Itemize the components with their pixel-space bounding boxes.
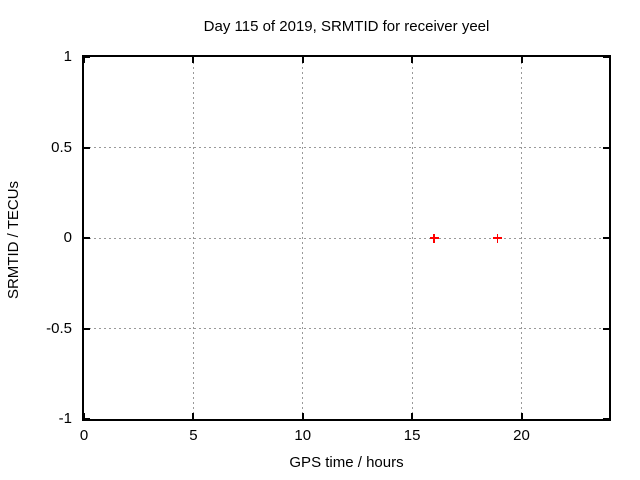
y-tick (603, 56, 609, 58)
y-tick-label: 0.5 (51, 138, 72, 156)
y-tick (84, 327, 90, 330)
y-tick (84, 418, 90, 420)
x-tick-label: 20 (513, 427, 530, 444)
y-tick-label: -1 (58, 410, 72, 427)
y-tick (603, 237, 609, 239)
x-tick-label: 5 (189, 427, 198, 444)
marker-vertical-bar (433, 233, 435, 243)
x-tick (192, 413, 195, 419)
y-gridline (84, 237, 609, 239)
y-tick-label: 0 (63, 229, 72, 246)
y-tick (603, 418, 609, 420)
y-tick (84, 237, 90, 239)
x-tick (520, 413, 523, 419)
data-point-marker (492, 233, 502, 243)
y-gridline (84, 147, 609, 148)
y-tick-label: -0.5 (46, 319, 72, 337)
x-tick (520, 57, 523, 63)
y-tick-label: 1 (63, 48, 72, 65)
x-tick (83, 413, 85, 419)
x-tick-label: 15 (403, 427, 421, 444)
y-tick (84, 56, 90, 58)
data-point-marker (429, 233, 439, 243)
x-tick (83, 57, 85, 63)
marker-vertical-bar (496, 233, 499, 243)
x-tick (411, 413, 414, 419)
plot-area (82, 55, 611, 421)
x-tick (411, 57, 414, 63)
y-tick (603, 327, 609, 330)
x-tick (192, 57, 195, 63)
x-tick-label: 0 (79, 427, 89, 444)
y-tick (84, 146, 90, 149)
chart-title: Day 115 of 2019, SRMTID for receiver yee… (203, 18, 490, 35)
x-axis-label: GPS time / hours (289, 454, 404, 471)
x-tick (301, 57, 304, 63)
x-tick (301, 413, 304, 419)
y-gridline (84, 328, 609, 329)
x-tick-label: 10 (294, 427, 312, 444)
y-tick (603, 146, 609, 149)
